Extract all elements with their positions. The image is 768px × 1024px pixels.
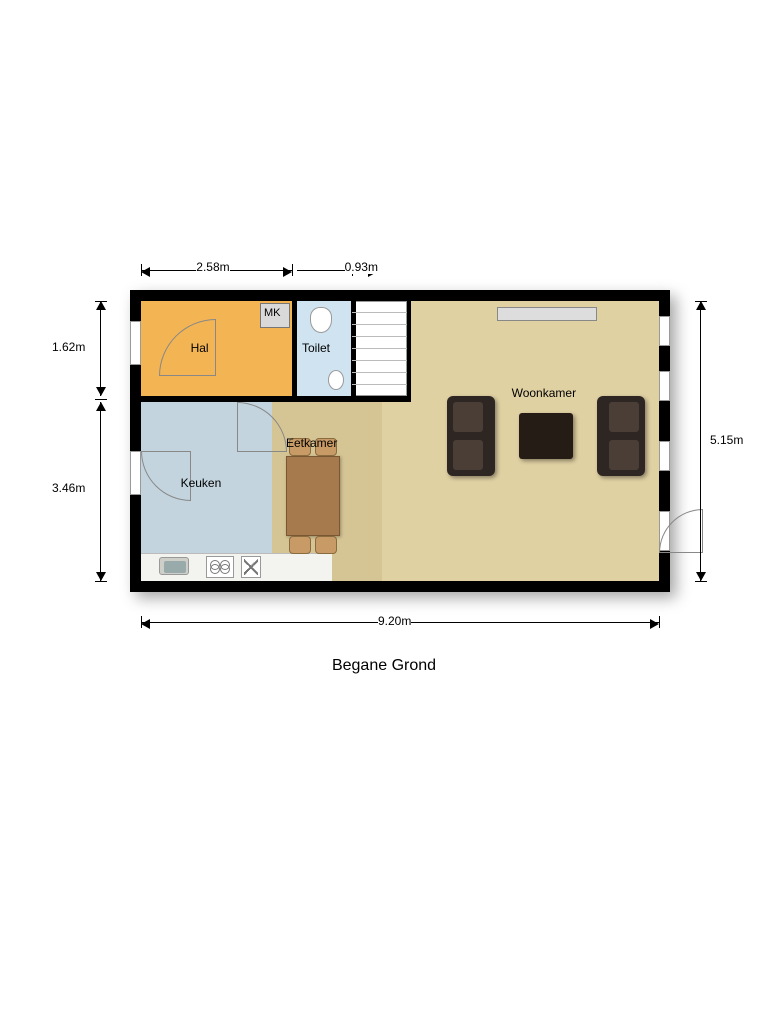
dim-tick xyxy=(141,264,142,276)
wall-outer-bottom xyxy=(130,581,670,592)
dim-tick xyxy=(659,616,660,628)
dining-chair-icon xyxy=(315,438,337,456)
dim-arrow-right xyxy=(700,301,701,582)
window-left-top xyxy=(130,321,141,365)
sink-icon xyxy=(328,370,344,390)
dim-tick xyxy=(95,301,107,302)
dim-tick xyxy=(292,264,293,276)
kitchen-extra-icon xyxy=(241,556,261,578)
dim-arrow-left1 xyxy=(100,301,101,396)
floorplan-title: Begane Grond xyxy=(0,657,768,675)
kitchen-hob-icon xyxy=(206,556,234,578)
kitchen-sink-icon xyxy=(159,557,189,575)
dim-tick xyxy=(95,399,107,400)
dim-label-top2: 0.93m xyxy=(345,260,378,274)
dim-label-bottom: 9.20m xyxy=(378,614,411,628)
dim-tick xyxy=(95,581,107,582)
mk-closet xyxy=(260,303,290,328)
dim-label-left1: 1.62m xyxy=(52,340,85,354)
window-right-1 xyxy=(659,316,670,346)
window-right-3 xyxy=(659,441,670,471)
dim-label-left2: 3.46m xyxy=(52,481,85,495)
window-right-2 xyxy=(659,371,670,401)
dim-tick xyxy=(695,301,707,302)
dim-label-right: 5.15m xyxy=(710,433,743,447)
door-left-bottom xyxy=(130,451,141,495)
coffee-table-icon xyxy=(519,413,573,459)
radiator-icon xyxy=(497,307,597,321)
dining-chair-icon xyxy=(289,438,311,456)
dining-chair-icon xyxy=(315,536,337,554)
dim-label-top1: 2.58m xyxy=(196,260,229,274)
dim-tick xyxy=(695,581,707,582)
stairs-treads xyxy=(352,301,407,396)
wall-hal-bottom xyxy=(141,396,407,402)
dim-arrow-left2 xyxy=(100,402,101,582)
dining-table-icon xyxy=(286,456,340,536)
sofa-left-icon xyxy=(447,396,495,476)
dim-tick xyxy=(141,616,142,628)
floorplan: MK Hal Toilet Keuken Eetkamer Woonkame xyxy=(130,290,670,592)
wall-hal-right xyxy=(292,301,297,396)
sofa-right-icon xyxy=(597,396,645,476)
toilet-bowl-icon xyxy=(310,307,332,333)
wall-outer-top xyxy=(130,290,670,301)
wall-stairs-right xyxy=(407,301,411,402)
dining-chair-icon xyxy=(289,536,311,554)
